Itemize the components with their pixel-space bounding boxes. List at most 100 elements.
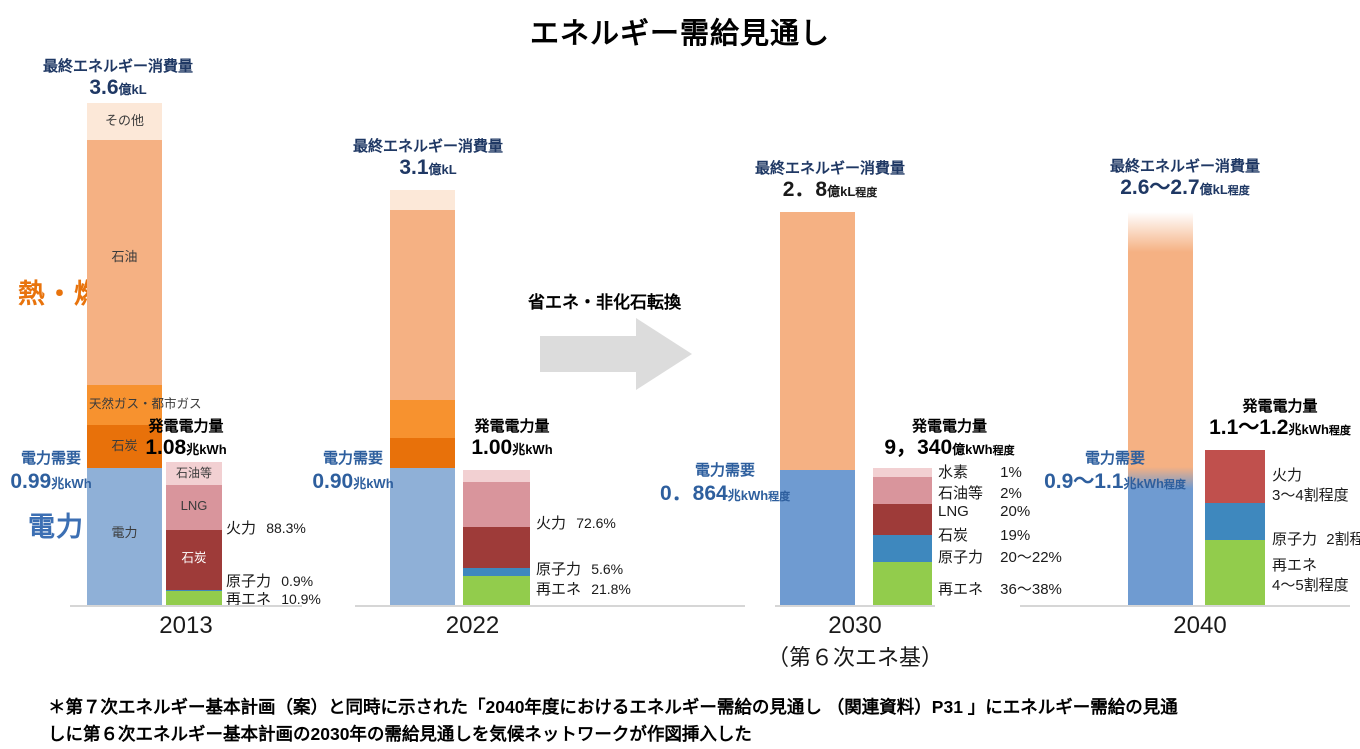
generation-unit-2040: 兆kWh [1288,421,1329,437]
gen-segment-lng-2013: LNG [166,485,222,530]
generation-suffix-2040: 程度 [1328,424,1351,437]
primary-energy-bar-2013: その他 石油 天然ガス・都市ガス 石炭 電力 [87,103,202,605]
primary-energy-bar-2030 [780,212,855,605]
gen-segment-thermal-2040 [1205,450,1265,503]
demand-value-2040: 0.9〜1.1 [1044,470,1124,493]
demand-label-2013: 電力需要 0.99兆kWh [10,450,92,493]
segment-heat-fuel-2040 [1128,252,1193,467]
gen-segment-nuclear-2030 [873,535,932,562]
gen-segment-renewable-2030 [873,562,932,605]
generation-caption-2013: 発電電力量 1.08兆kWh [145,418,227,459]
demand-unit-2022: 兆kWh [353,476,394,491]
axis-line-2040 [1020,605,1350,607]
demand-value-2013: 0.99 [10,470,52,493]
gen-segment-coal-2022 [463,527,530,568]
gen-note-renewable-2013: 再エネ 10.9% [226,591,321,608]
generation-bar-2030 [873,468,932,605]
segment-electricity-2040 [1128,489,1193,605]
footnote-line-2: しに第６次エネルギー基本計画の2030年の需給見通しを気候ネットワークが作図挿入… [48,724,752,745]
segment-coal-2013: 石炭 [87,425,162,468]
final-energy-suffix-2040: 程度 [1227,184,1250,197]
axis-line-2013 [70,605,302,607]
gen-segment-coal-2013: 石炭 [166,530,222,590]
gen-note-thermal-2022: 火力 72.6% [536,515,616,532]
year-label-2022: 2022 [445,612,500,639]
final-energy-unit-2022: 億kL [428,161,457,177]
segment-other-gradient-2040 [1128,212,1193,252]
gen-segment-lng-2022 [463,482,530,527]
demand-suffix-2040: 程度 [1163,479,1186,491]
generation-caption-2040: 発電電力量 1.1〜1.2兆kWh程度 [1209,398,1351,439]
demand-value-2022: 0.90 [312,470,354,493]
footnote-line-1: ＊第７次エネルギー基本計画（案）と同時に示された「2040年度におけるエネルギー… [48,697,1178,717]
final-energy-caption-2040: 最終エネルギー消費量 2.6〜2.7億kL程度 [1109,158,1260,199]
generation-value-2030: 9，340 [884,435,953,459]
demand-unit-2040: 兆kWh [1123,476,1164,491]
gen-note-renewable-2022: 再エネ 21.8% [536,581,631,598]
legend-nuclear-2030: 原子力 20〜22% [938,549,1062,566]
generation-unit-2030: 億kWh [952,441,993,457]
gen-segment-oil-2013: 石油等 [166,462,222,485]
final-energy-caption-2030: 最終エネルギー消費量 2．8億kL程度 [754,160,905,201]
gen-segment-hydrogen-2030 [873,468,932,477]
final-energy-unit-2013: 億kL [118,81,147,97]
legend-thermal-2040: 火力 3〜4割程度 [1272,467,1349,505]
segment-other-2013: その他 [87,103,162,140]
generation-value-2022: 1.00 [471,435,513,459]
footnote: ＊第７次エネルギー基本計画（案）と同時に示された「2040年度におけるエネルギー… [48,694,1338,748]
final-energy-value-2022: 3.1 [399,155,429,179]
page-title: エネルギー需給見通し [529,18,830,50]
year-label-2013: 2013 [159,612,213,639]
category-label-electricity: 電力 [28,512,84,542]
gen-segment-nuclear-2013 [166,590,222,591]
gen-note-nuclear-2013: 原子力 0.9% [226,573,314,590]
segment-natural-gas-2022 [390,400,455,438]
segment-transition-gradient-2040 [1128,467,1193,489]
legend-nuclear-2040: 原子力 2割程度 [1272,531,1360,548]
demand-value-2030: 0．864 [660,482,728,505]
axis-line-2022 [355,605,745,607]
gen-segment-renewable-2040 [1205,540,1265,605]
segment-heat-fuel-2030 [780,212,855,470]
final-energy-caption-2022: 最終エネルギー消費量 3.1億kL [352,138,503,179]
gen-segment-nuclear-2040 [1205,503,1265,540]
gen-note-thermal-2013: 火力 88.3% [226,520,306,537]
gen-segment-nuclear-2022 [463,568,530,576]
legend-renewable-2040: 再エネ 4〜5割程度 [1272,557,1349,595]
primary-energy-bar-2040 [1128,212,1193,605]
final-energy-caption-2013: 最終エネルギー消費量 3.6億kL [42,58,193,99]
segment-oil-2022 [390,210,455,400]
legend-renewable-2030: 再エネ 36〜38% [938,581,1062,598]
final-energy-unit-2030: 億kL [827,183,856,199]
legend-hydrogen-2030: 水素 1% [938,464,1022,481]
segment-coal-2022 [390,438,455,468]
segment-oil-2013: 石油 [87,140,162,385]
demand-label-2022: 電力需要 0.90兆kWh [312,450,394,493]
generation-bar-2022 [463,470,530,605]
legend-coal-2030: 石炭 19% [938,527,1031,544]
gen-segment-oil-2022 [463,470,530,482]
demand-unit-2030: 兆kWh [727,488,769,503]
primary-energy-bar-2022 [390,190,455,605]
final-energy-value-2030: 2．8 [782,177,828,201]
gen-segment-coal-2030 [873,504,932,535]
generation-unit-2013: 兆kWh [186,441,227,457]
segment-natural-gas-2013: 天然ガス・都市ガス [87,385,202,425]
generation-value-2040: 1.1〜1.2 [1209,415,1289,439]
final-energy-unit-2040: 億kL [1199,181,1228,197]
year-label-2040: 2040 [1173,612,1227,639]
gen-segment-oil-lng-2030 [873,477,932,504]
right-arrow-icon [540,318,692,390]
generation-unit-2022: 兆kWh [512,441,553,457]
year-sublabel-2030: （第６次エネ基） [766,645,943,670]
legend-oil-2030: 石油等 2% [938,485,1022,502]
final-energy-value-2013: 3.6 [89,75,119,99]
final-energy-value-2040: 2.6〜2.7 [1120,175,1200,199]
legend-lng-2030: LNG 20% [938,503,1031,520]
segment-electricity-2013: 電力 [87,468,162,605]
gen-note-nuclear-2022: 原子力 5.6% [536,561,624,578]
generation-caption-2030: 発電電力量 9，340億kWh程度 [884,418,1015,459]
gen-segment-renewable-2013 [166,591,222,605]
generation-bar-2013: 石油等 LNG 石炭 [166,462,222,605]
generation-bar-2040 [1205,450,1265,605]
